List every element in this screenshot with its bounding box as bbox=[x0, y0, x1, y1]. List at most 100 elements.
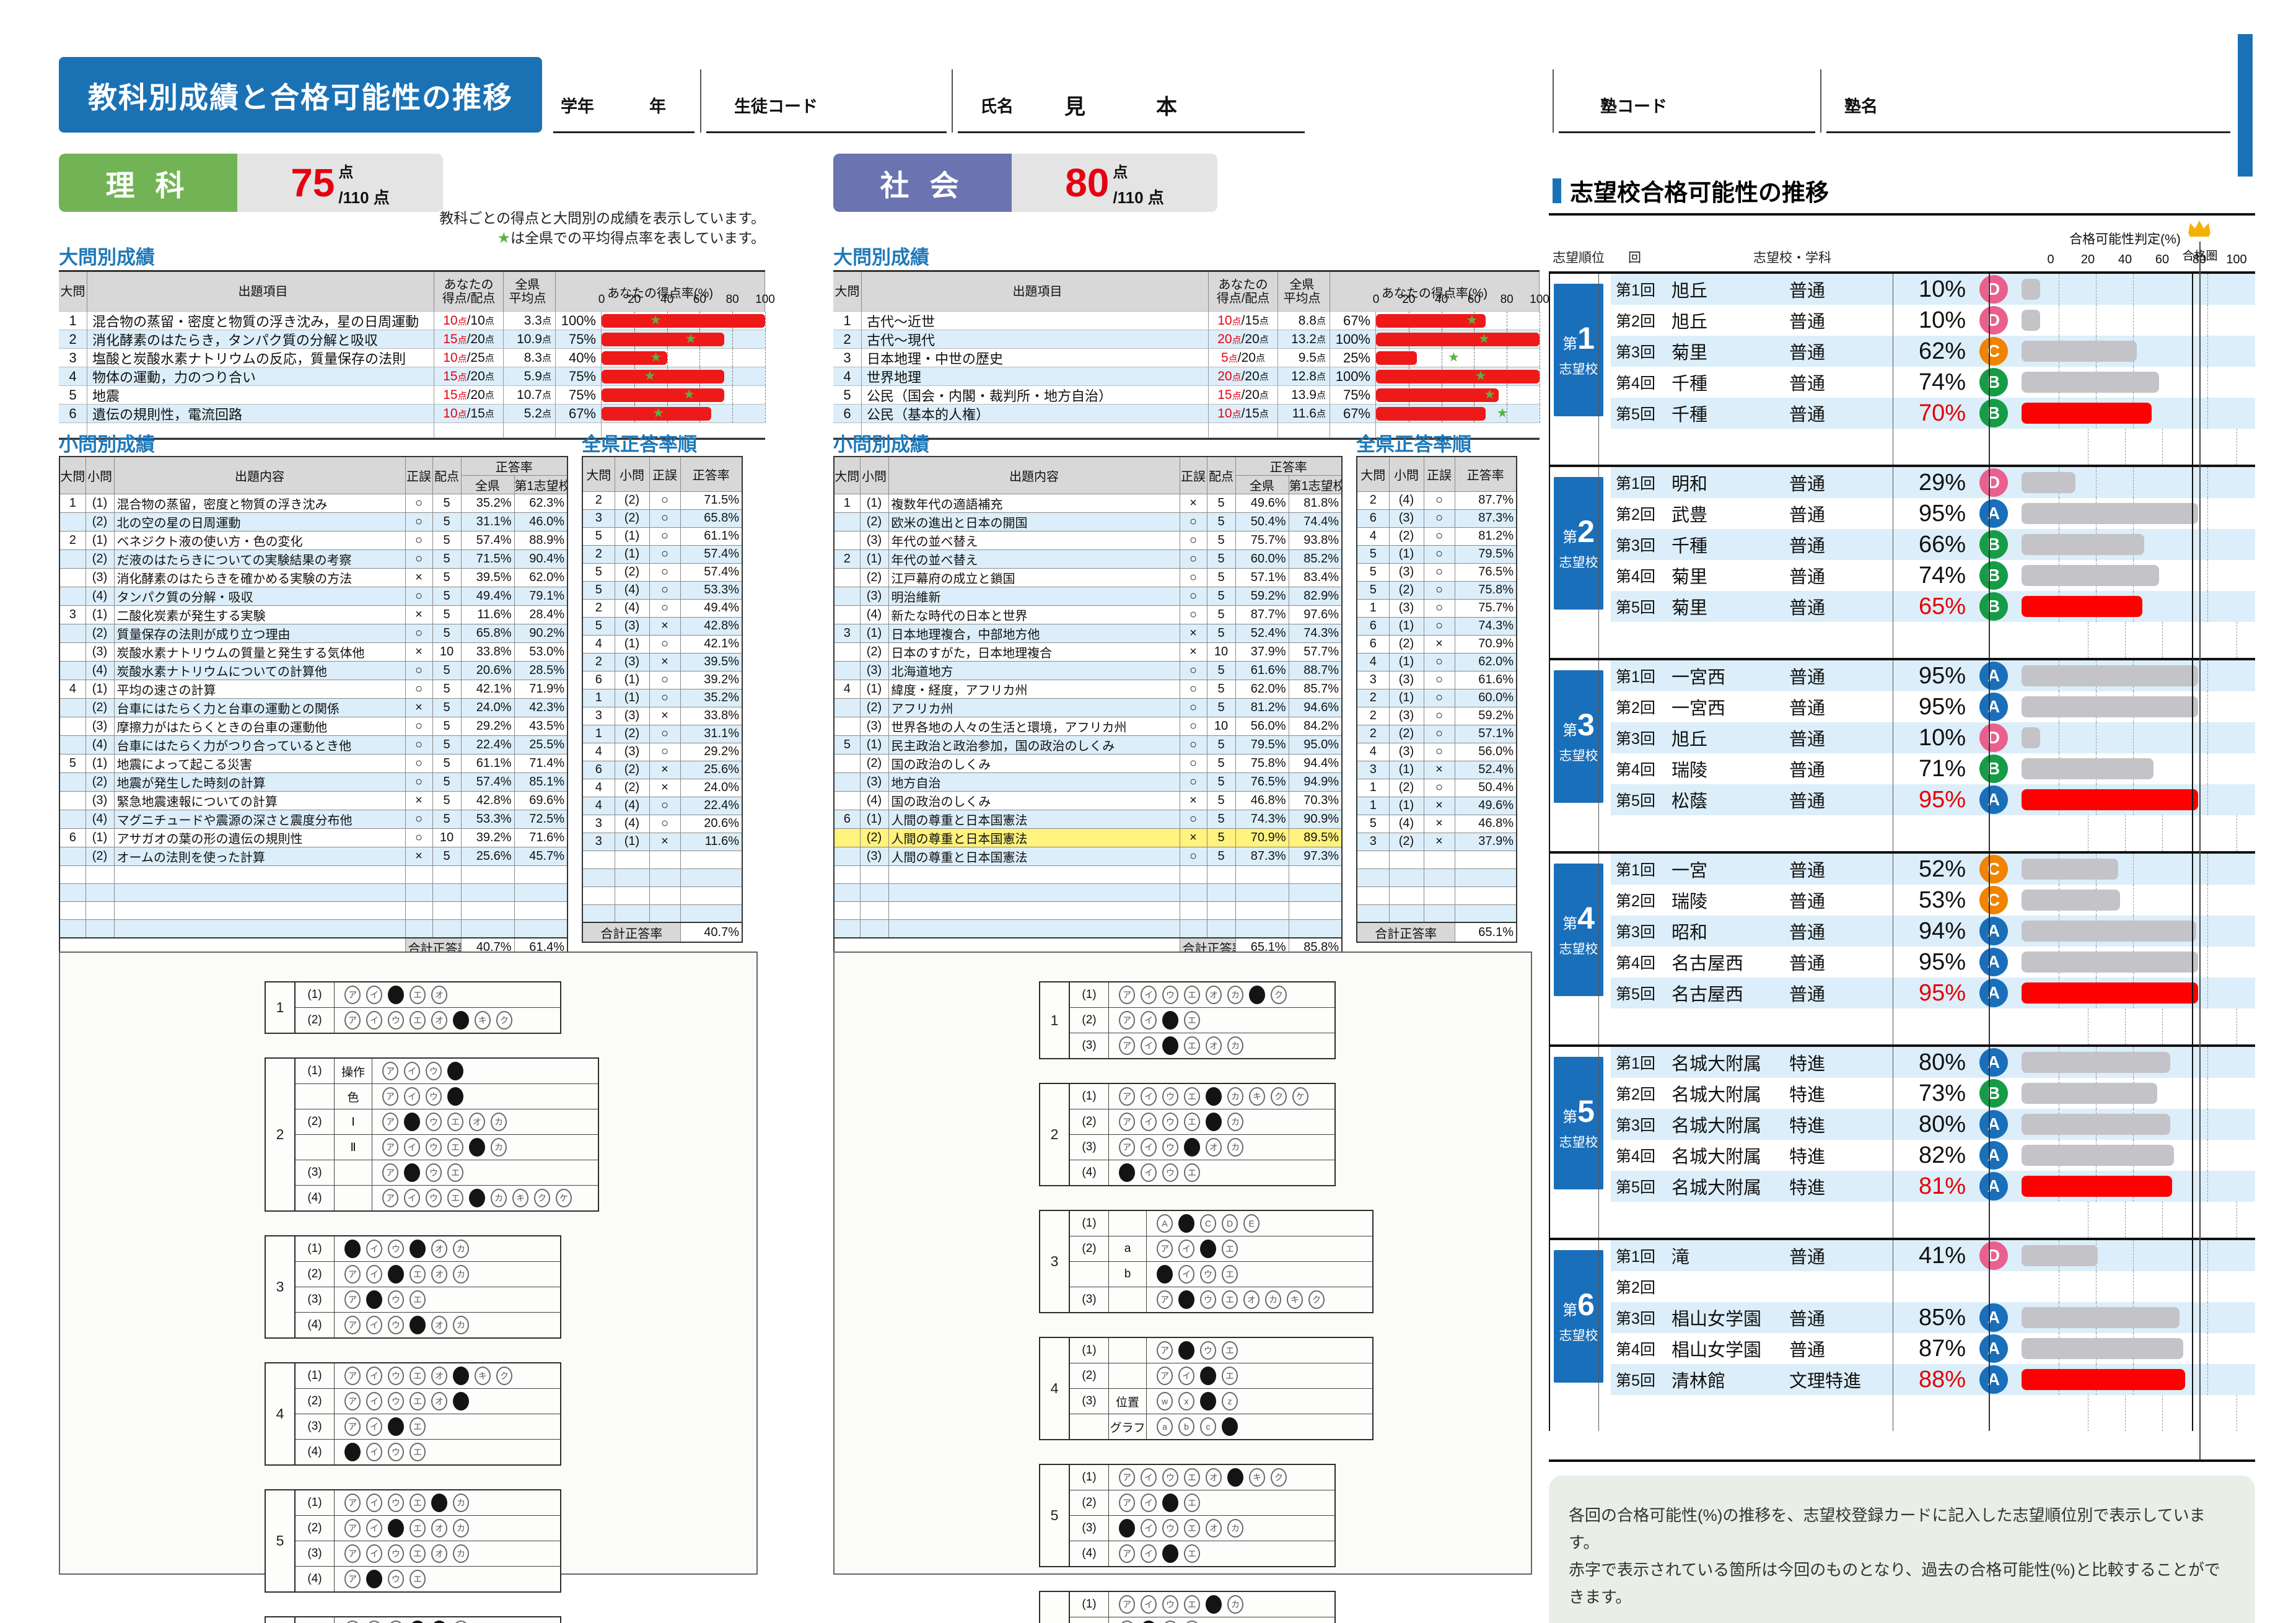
rank-row: 3 (4) ○ 20.6% bbox=[582, 814, 743, 833]
cell bbox=[833, 883, 861, 902]
correct-mark: × bbox=[405, 568, 433, 587]
choice-rows: 第1回滝普通 41% D 第2回 第3回 椙山女学園 普通 85% A 第4回 椙山女学園 普通 87%… bbox=[1611, 1240, 2255, 1431]
course-name: 普通 bbox=[1789, 374, 1826, 394]
bubble: ウ bbox=[388, 1570, 404, 1588]
probability-bar bbox=[2022, 1083, 2157, 1104]
correct-mark: × bbox=[649, 778, 681, 797]
block-border bbox=[1598, 1240, 1599, 1431]
gridline bbox=[2207, 1109, 2208, 1140]
course-name: 普通 bbox=[1789, 405, 1826, 425]
gridline bbox=[2207, 753, 2208, 784]
course-name: 普通 bbox=[1789, 536, 1826, 556]
correct-mark: ○ bbox=[1179, 772, 1207, 792]
axis-tick: 60 bbox=[1467, 293, 1481, 306]
choice-row: 第4回 瑞陵 普通 71% B bbox=[1611, 753, 2255, 784]
grade-cell: C bbox=[1966, 886, 2022, 914]
shomon-dai: 3 bbox=[59, 605, 86, 624]
answer-row-sublabel bbox=[1109, 1287, 1147, 1312]
bubble: エ bbox=[1184, 1494, 1200, 1512]
choice-row: 第4回 名城大附属 特進 82% A bbox=[1611, 1140, 2255, 1171]
daimon-score: 20点/20 点 bbox=[1209, 330, 1278, 349]
shomon-dai bbox=[59, 587, 86, 606]
rank-row: 4 (4) ○ 22.4% bbox=[582, 796, 743, 815]
bubble: イ bbox=[366, 1316, 382, 1334]
cell bbox=[1209, 423, 1278, 438]
bubble-filled: ア bbox=[344, 1443, 361, 1461]
shomon-sho: (2) bbox=[859, 698, 889, 717]
rank-sho: (3) bbox=[1388, 706, 1424, 725]
probability-value: 10% bbox=[1918, 724, 1966, 751]
bubble: カ bbox=[453, 1544, 469, 1563]
shomon-points: 5 bbox=[1206, 587, 1236, 606]
shomon-content: 台車にはたらく力がつり合っているとき他 bbox=[113, 735, 406, 755]
correct-mark: ○ bbox=[649, 491, 681, 510]
grade-badge: B bbox=[1979, 530, 2008, 559]
shomon-row: 3 (1) 二酸化炭素が発生する実験 × 5 11.6% 28.4% bbox=[59, 605, 568, 624]
answer-row-label: (4) bbox=[1070, 1541, 1109, 1566]
shomon-dai bbox=[59, 549, 86, 569]
gridline bbox=[2133, 854, 2134, 885]
gridline bbox=[2207, 854, 2208, 885]
cell bbox=[1179, 883, 1207, 902]
rate-all: 24.0% bbox=[460, 698, 515, 717]
probability-value: 81% bbox=[1918, 1173, 1966, 1199]
round-label: 第4回 bbox=[1616, 568, 1655, 585]
bubble: エ bbox=[1222, 1240, 1238, 1258]
gridline bbox=[2207, 1047, 2208, 1078]
rate-all: 49.6% bbox=[1235, 494, 1289, 513]
bubble: ウ bbox=[1162, 1595, 1178, 1614]
probability-chart bbox=[2022, 1240, 2255, 1271]
bubble: カ bbox=[1227, 1519, 1243, 1538]
grade-badge: A bbox=[1979, 499, 2008, 528]
shomon-points: 10 bbox=[1206, 642, 1236, 662]
divider bbox=[1820, 69, 1821, 133]
answer-row-label: (3) bbox=[1070, 1287, 1109, 1312]
daimon-table: 大問 出題項目 あなたの 得点/配点 全県 平均点 あなたの得点率(%) 0 20 40 60 8… bbox=[59, 270, 775, 440]
bubble: ウ bbox=[1162, 1468, 1178, 1487]
choice-rank-suffix: 志望校 bbox=[1559, 1329, 1598, 1344]
choice-rank-badge: 第3 志望校 bbox=[1554, 670, 1603, 803]
course-name: 普通 bbox=[1789, 1310, 1826, 1329]
shomon-points: 5 bbox=[1206, 735, 1236, 755]
gridline bbox=[2207, 529, 2208, 560]
bubble: イ bbox=[1141, 1494, 1157, 1512]
gridline bbox=[2125, 1202, 2126, 1238]
rank-row-empty bbox=[1356, 886, 1517, 905]
shomon-points: 5 bbox=[432, 605, 462, 624]
cell bbox=[434, 423, 504, 438]
answer-row-label: (1) bbox=[1070, 982, 1109, 1007]
answer-row-sublabel: 位置 bbox=[1109, 1389, 1147, 1414]
rate-all: 71.5% bbox=[460, 549, 515, 569]
axis-tick: 40 bbox=[1435, 293, 1448, 306]
course-name: 普通 bbox=[1789, 312, 1826, 332]
cell bbox=[1454, 886, 1517, 905]
bubble: オ bbox=[431, 1240, 447, 1258]
answer-row: (1)アイウエオカキクケ bbox=[1070, 1084, 1334, 1109]
shomon-row: (2) 江戸幕府の成立と鎖国 ○ 5 57.1% 83.4% bbox=[833, 568, 1343, 587]
cell bbox=[514, 865, 568, 884]
daimon-row: 6 公民（基本的人権） 10点/15 点 11.6 点 67% ★ bbox=[833, 405, 1540, 423]
correct-mark: ○ bbox=[405, 549, 433, 569]
daimon-score: 15点/20 点 bbox=[434, 367, 504, 386]
answer-row: (3)位置wxyz bbox=[1070, 1388, 1372, 1414]
choice-row-blank bbox=[1611, 1008, 2255, 1044]
answer-row-label: (4) bbox=[296, 1186, 335, 1210]
bubble-filled: d bbox=[1222, 1417, 1238, 1436]
gridline bbox=[2207, 274, 2208, 305]
axis-tick: 0 bbox=[1372, 293, 1380, 306]
juku-code-label: 塾コード bbox=[1600, 97, 1667, 116]
chart-title: あなたの得点率(%) bbox=[607, 286, 714, 300]
daimon-no: 3 bbox=[833, 349, 862, 367]
course-name: 普通 bbox=[1789, 1341, 1826, 1360]
shomon-content: 年代の並べ替え bbox=[888, 549, 1180, 569]
rate-all: 31.1% bbox=[460, 512, 515, 532]
grade-badge: A bbox=[1979, 662, 2008, 690]
daimon-plot: ★ bbox=[1376, 386, 1540, 405]
cell bbox=[649, 886, 681, 905]
rank-rate: 75.8% bbox=[1454, 580, 1517, 600]
col-round-header: 回 bbox=[1628, 251, 1641, 265]
